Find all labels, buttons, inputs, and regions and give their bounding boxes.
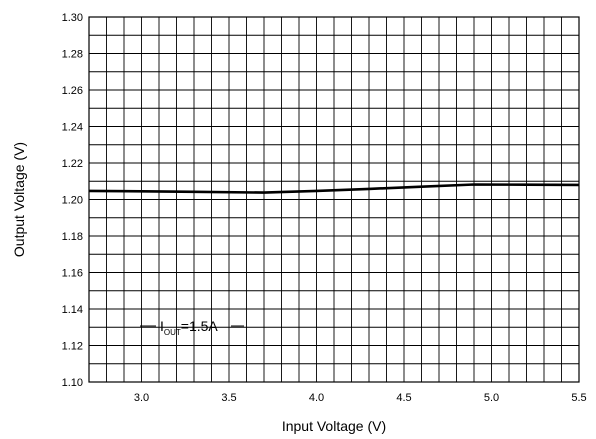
series-layer	[88, 183, 580, 194]
annotation-main: I	[160, 318, 164, 334]
x-tick-label: 4.0	[309, 392, 324, 404]
x-axis-ticks: 3.0 3.5 4.0 4.5 5.0 5.5	[134, 392, 587, 404]
y-tick-label: 1.22	[62, 158, 83, 170]
y-tick-label: 1.12	[62, 341, 83, 353]
y-tick-label: 1.16	[62, 268, 83, 280]
y-tick-label: 1.28	[62, 49, 83, 61]
y-axis-ticks: 1.10 1.12 1.14 1.16 1.18 1.20 1.22 1.24 1.26 1.28…	[62, 12, 83, 389]
y-tick-label: 1.10	[62, 377, 83, 389]
x-tick-label: 3.0	[134, 392, 149, 404]
y-tick-label: 1.18	[62, 231, 83, 243]
y-tick-label: 1.24	[62, 122, 83, 134]
annotation-suffix: =1.5A	[181, 318, 219, 334]
x-tick-label: 3.5	[221, 392, 236, 404]
x-axis-title: Input Voltage (V)	[282, 418, 386, 434]
y-tick-label: 1.30	[62, 12, 83, 24]
x-tick-label: 5.0	[484, 392, 499, 404]
y-axis-title: Output Voltage (V)	[11, 142, 27, 257]
current-annotation: IOUT=1.5A	[140, 318, 244, 337]
annotation-text: IOUT=1.5A	[160, 318, 218, 337]
x-tick-label: 5.5	[571, 392, 586, 404]
series-line	[88, 183, 580, 194]
annotation-subscript: OUT	[164, 328, 181, 337]
y-tick-label: 1.14	[62, 304, 83, 316]
x-tick-label: 4.5	[396, 392, 411, 404]
y-tick-label: 1.20	[62, 195, 83, 207]
grid	[89, 17, 579, 382]
plot-frame	[88, 16, 580, 383]
y-tick-label: 1.26	[62, 85, 83, 97]
